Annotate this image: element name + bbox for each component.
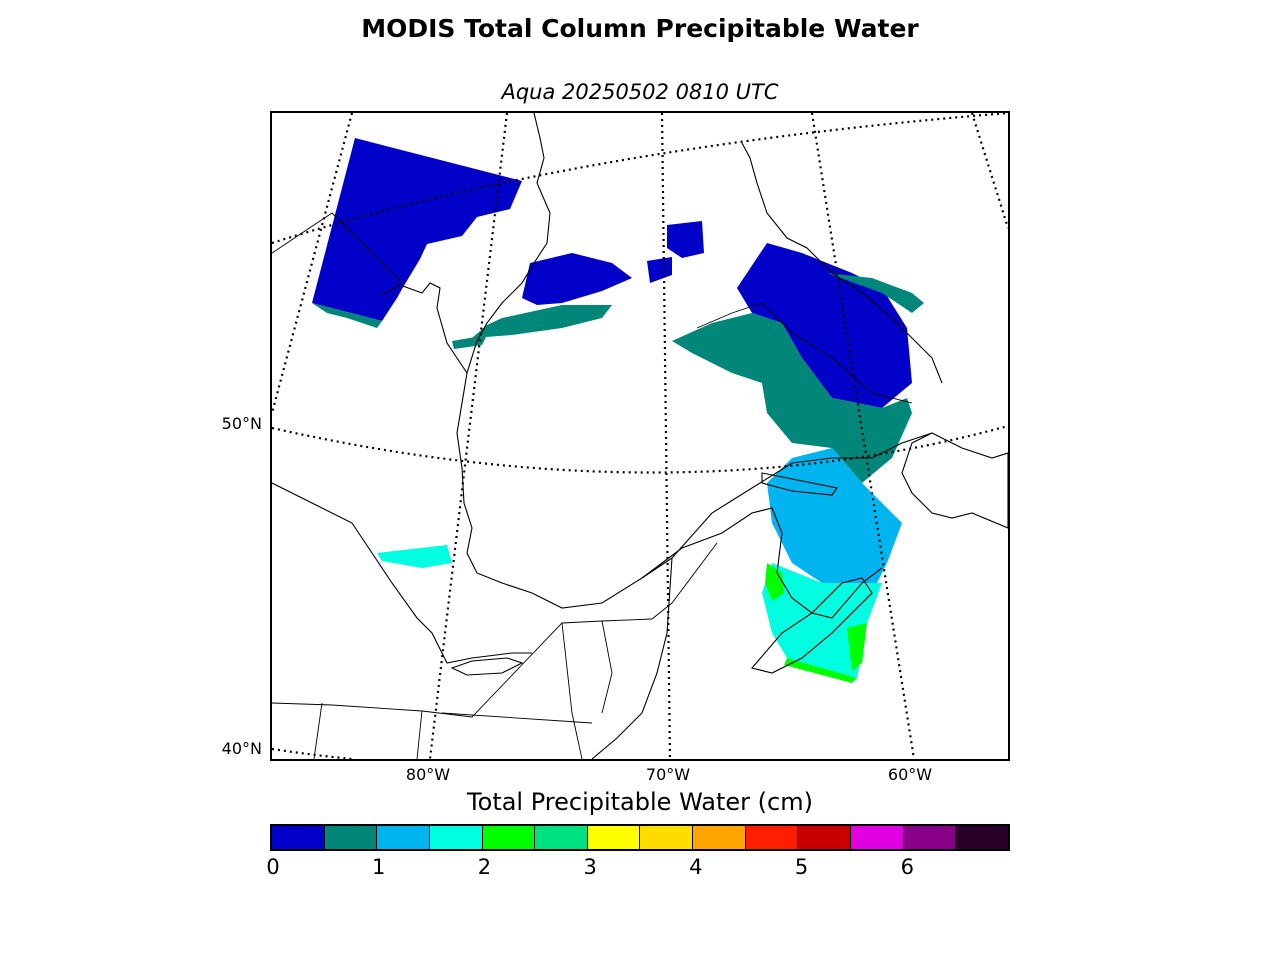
colorbar-segment xyxy=(535,826,588,849)
pw-blob-blue-3 xyxy=(647,257,672,283)
coast-lake-ontario xyxy=(450,657,524,676)
colorbar-segment xyxy=(324,826,378,849)
border-us-states-3 xyxy=(416,710,423,759)
colorbar-segment xyxy=(956,826,1008,849)
colorbar-segment xyxy=(851,826,904,849)
meridian-70w xyxy=(660,113,672,759)
colorbar-segment xyxy=(798,826,852,849)
parallel-40n xyxy=(272,747,353,759)
pw-swath-east-teal-2 xyxy=(827,273,924,313)
colorbar-segment xyxy=(693,826,746,849)
colorbar xyxy=(270,824,1010,851)
colorbar-segment xyxy=(745,826,799,849)
pw-streak-teal-1 xyxy=(472,305,612,338)
map-canvas xyxy=(272,113,1008,759)
coastlines xyxy=(272,113,1008,759)
colorbar-segment xyxy=(482,826,536,849)
colorbar-title: Total Precipitable Water (cm) xyxy=(467,788,813,816)
lon-label-80w: 80°W xyxy=(405,765,451,784)
colorbar-segment xyxy=(377,826,430,849)
coast-labrador xyxy=(741,142,943,384)
border-us-states-5 xyxy=(441,712,593,724)
pw-swath-lightblue xyxy=(767,448,902,583)
pw-swath-green-3 xyxy=(847,623,867,671)
coast-new-england xyxy=(591,557,673,759)
meridian-50w xyxy=(970,113,1008,229)
colorbar-segment xyxy=(429,826,483,849)
pw-blob-blue-2 xyxy=(667,221,704,258)
coast-anticosti xyxy=(761,472,838,496)
colorbar-segment xyxy=(272,826,325,849)
pw-swath-nw xyxy=(312,138,522,321)
coast-newfoundland xyxy=(901,432,1008,529)
parallel-55n xyxy=(272,113,1008,245)
map-title: MODIS Total Column Precipitable Water xyxy=(361,14,919,43)
political-borders xyxy=(272,212,913,759)
border-us-states-2 xyxy=(601,620,613,714)
pw-swath-green-2 xyxy=(784,658,857,683)
colorbar-segment xyxy=(587,826,641,849)
border-us-states-1 xyxy=(561,622,583,759)
colorbar-segment xyxy=(903,826,957,849)
pw-swath-green-1 xyxy=(765,563,784,601)
coast-hudson-bay xyxy=(456,113,673,609)
coast-maritimes xyxy=(641,507,883,619)
lat-label-40n: 40°N xyxy=(221,739,262,758)
meridian-90w xyxy=(272,113,354,414)
pw-data-layer xyxy=(312,138,924,683)
lon-label-70w: 70°W xyxy=(645,765,691,784)
lon-label-60w: 60°W xyxy=(887,765,933,784)
pw-swath-east-teal xyxy=(672,313,912,483)
pw-streak-teal-2 xyxy=(452,335,487,349)
map-plot-area xyxy=(270,111,1010,761)
lat-label-50n: 50°N xyxy=(221,414,262,433)
border-us-states-4 xyxy=(313,702,323,759)
coast-nova-scotia xyxy=(751,577,873,674)
meridian-60w xyxy=(810,113,916,759)
coast-james-bay xyxy=(381,282,468,374)
border-quebec-labrador xyxy=(696,302,913,404)
pw-scatter-cyan xyxy=(377,545,452,568)
border-quebec-ontario xyxy=(272,212,403,284)
meridian-80w xyxy=(428,113,509,759)
colorbar-tick-label: 4 xyxy=(689,855,703,879)
colorbar-tick-label: 1 xyxy=(372,855,386,879)
coast-great-lakes xyxy=(272,482,532,664)
colorbar-tick-label: 0 xyxy=(266,855,280,879)
colorbar-tick-label: 3 xyxy=(583,855,597,879)
colorbar-segment xyxy=(640,826,694,849)
colorbar-tick-label: 6 xyxy=(900,855,914,879)
coast-gulf-north xyxy=(671,432,933,559)
colorbar-tick-label: 2 xyxy=(477,855,492,879)
pw-streak-blue-1 xyxy=(522,253,632,305)
colorbar-tick-label: 5 xyxy=(794,855,809,879)
map-subtitle: Aqua 20250502 0810 UTC xyxy=(501,80,779,104)
pw-swath-nw-teal xyxy=(312,303,382,328)
